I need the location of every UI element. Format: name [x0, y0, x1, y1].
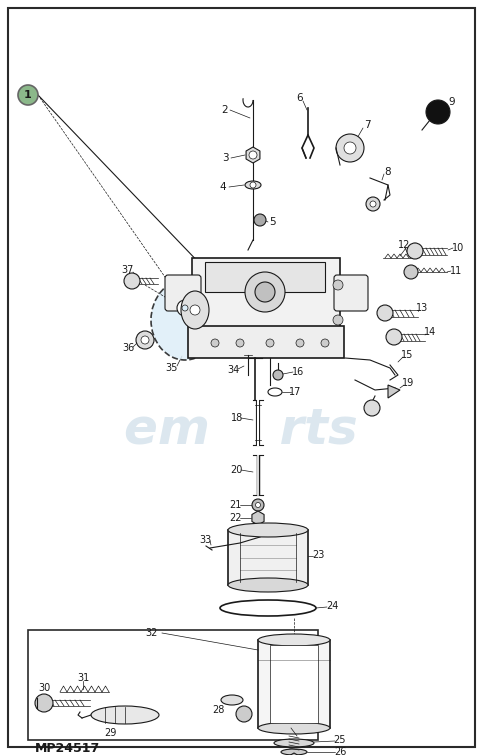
Ellipse shape: [274, 739, 314, 747]
Circle shape: [321, 339, 329, 347]
Circle shape: [364, 400, 380, 416]
Text: 4: 4: [220, 182, 227, 192]
Text: 23: 23: [312, 550, 324, 560]
Ellipse shape: [281, 749, 307, 755]
Text: 18: 18: [231, 413, 243, 423]
Bar: [258, 640, 330, 728]
Circle shape: [256, 503, 260, 507]
Circle shape: [182, 305, 188, 311]
Circle shape: [404, 265, 418, 279]
Ellipse shape: [221, 695, 243, 705]
Circle shape: [366, 197, 380, 211]
Text: 12: 12: [398, 240, 410, 250]
Circle shape: [426, 100, 450, 124]
Text: 7: 7: [364, 120, 370, 130]
Circle shape: [254, 214, 266, 226]
Circle shape: [18, 85, 38, 105]
Text: 33: 33: [199, 535, 211, 545]
Polygon shape: [388, 385, 400, 398]
Circle shape: [250, 182, 256, 188]
Circle shape: [245, 272, 285, 312]
Text: 5: 5: [269, 217, 275, 227]
Circle shape: [344, 142, 356, 154]
Bar: [28, 630, 318, 740]
Text: 2: 2: [222, 105, 228, 115]
Text: em    rts: em rts: [124, 406, 358, 454]
Text: MP24517: MP24517: [35, 741, 100, 754]
Ellipse shape: [258, 722, 330, 734]
Circle shape: [333, 315, 343, 325]
Text: 1: 1: [24, 90, 32, 100]
Circle shape: [211, 339, 219, 347]
Ellipse shape: [181, 291, 209, 329]
Text: 3: 3: [222, 153, 228, 163]
Ellipse shape: [151, 280, 219, 360]
Text: 25: 25: [334, 735, 346, 745]
Text: 37: 37: [122, 265, 134, 275]
Ellipse shape: [91, 706, 159, 724]
Text: 14: 14: [424, 327, 436, 337]
Circle shape: [377, 305, 393, 321]
Circle shape: [252, 499, 264, 511]
Text: 21: 21: [229, 500, 241, 510]
FancyBboxPatch shape: [334, 275, 368, 311]
Text: 10: 10: [452, 243, 464, 253]
Text: 8: 8: [384, 167, 391, 177]
Circle shape: [266, 339, 274, 347]
Circle shape: [236, 706, 252, 722]
Bar: [270, 645, 318, 723]
FancyBboxPatch shape: [165, 275, 201, 311]
Circle shape: [273, 370, 283, 380]
Circle shape: [236, 339, 244, 347]
Circle shape: [190, 305, 200, 315]
Text: 6: 6: [297, 93, 303, 103]
Ellipse shape: [228, 523, 308, 537]
Text: 28: 28: [212, 705, 224, 715]
Circle shape: [136, 331, 154, 349]
Bar: [188, 326, 344, 358]
Circle shape: [296, 339, 304, 347]
Text: 31: 31: [77, 673, 89, 683]
Text: 11: 11: [450, 266, 462, 276]
Circle shape: [255, 282, 275, 302]
Text: 15: 15: [401, 350, 413, 360]
Text: 9: 9: [449, 97, 455, 107]
Circle shape: [333, 280, 343, 290]
Text: 13: 13: [416, 303, 428, 313]
Ellipse shape: [228, 578, 308, 592]
Bar: [228, 530, 308, 585]
Ellipse shape: [258, 634, 330, 646]
Circle shape: [35, 694, 53, 712]
Circle shape: [177, 300, 193, 316]
Circle shape: [407, 243, 423, 259]
Text: 36: 36: [122, 343, 134, 353]
Text: 35: 35: [166, 363, 178, 373]
Text: 16: 16: [292, 367, 304, 377]
Bar: [192, 258, 340, 330]
Circle shape: [249, 151, 257, 159]
Text: 24: 24: [326, 601, 338, 611]
Ellipse shape: [245, 181, 261, 189]
Text: 22: 22: [229, 513, 241, 523]
Text: 29: 29: [104, 728, 116, 738]
Text: 32: 32: [146, 628, 158, 638]
Text: 17: 17: [289, 387, 301, 397]
Text: 20: 20: [230, 465, 242, 475]
Circle shape: [141, 336, 149, 344]
Bar: [205, 262, 325, 292]
Circle shape: [124, 273, 140, 289]
Circle shape: [370, 201, 376, 207]
Text: 30: 30: [38, 683, 50, 693]
Text: 26: 26: [334, 747, 346, 755]
Circle shape: [336, 134, 364, 162]
Text: 34: 34: [227, 365, 239, 375]
Circle shape: [386, 329, 402, 345]
Text: 19: 19: [402, 378, 414, 388]
